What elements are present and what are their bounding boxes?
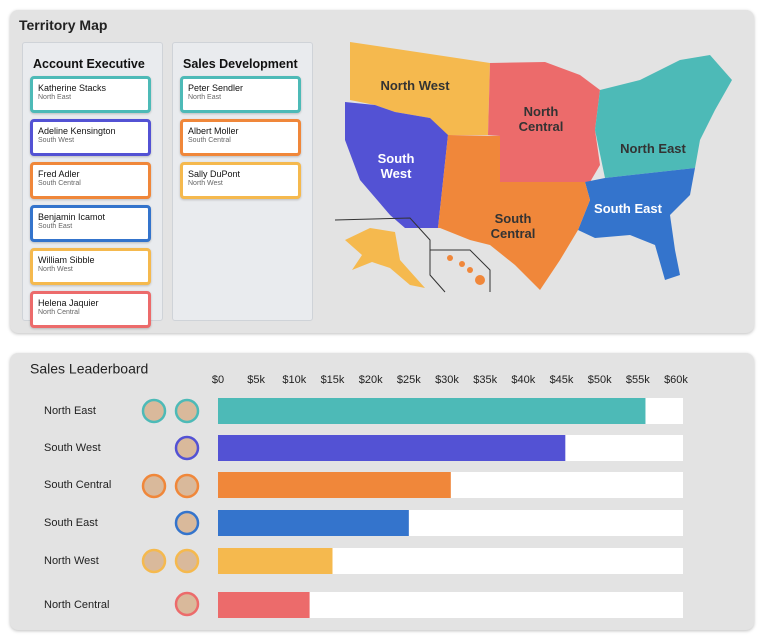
person-region: South East: [38, 223, 73, 230]
person-region: North East: [38, 94, 72, 101]
person-card[interactable]: Katherine Stacks North East: [30, 76, 151, 113]
card-list: Peter Sendler North East Albert Moller Sout…: [180, 76, 301, 205]
x-tick-label: $55k: [626, 374, 650, 386]
category-label: South West: [44, 442, 101, 454]
panel-title: Territory Map: [19, 17, 108, 33]
map-label: North West: [380, 78, 450, 93]
map-label: South East: [594, 201, 662, 216]
category-label: South Central: [44, 479, 111, 491]
person-card[interactable]: William Sibble North West: [30, 248, 151, 285]
alaska: [345, 228, 425, 288]
bar: [218, 510, 409, 536]
person-name: Fred Adler: [38, 169, 80, 179]
avatars: [141, 398, 200, 617]
person-region: South Central: [38, 180, 81, 187]
region: [595, 55, 732, 178]
x-tick-label: $0: [212, 374, 224, 386]
x-tick-label: $60k: [664, 374, 688, 386]
chart-title: Sales Leaderboard: [30, 361, 148, 377]
column-title: Account Executive: [33, 57, 145, 71]
person-region: South Central: [188, 137, 231, 144]
person-region: North West: [188, 180, 223, 187]
inset-line: [430, 249, 491, 292]
map-label: North Central: [518, 104, 564, 134]
person-name: Peter Sendler: [188, 83, 244, 93]
x-tick-label: $10k: [282, 374, 306, 386]
person-card[interactable]: Sally DuPont North West: [180, 162, 301, 199]
person-card[interactable]: Albert Moller South Central: [180, 119, 301, 156]
region: [350, 42, 490, 135]
x-tick-label: $25k: [397, 374, 421, 386]
person-name: William Sibble: [38, 255, 95, 265]
map-label: North East: [620, 141, 686, 156]
person-card[interactable]: Helena Jaquier North Central: [30, 291, 151, 328]
person-name: Adeline Kensington: [38, 126, 116, 136]
bar: [218, 548, 333, 574]
inset-line: [334, 217, 446, 293]
column-title: Sales Development: [183, 57, 298, 71]
us-map: [334, 42, 732, 293]
bar: [218, 472, 451, 498]
person-name: Sally DuPont: [188, 169, 241, 179]
x-tick-label: $15k: [321, 374, 345, 386]
card-list: Katherine Stacks North East Adeline Kensin…: [30, 76, 151, 334]
category-label: North Central: [44, 599, 109, 611]
column: Account Executive Katherine Stacks North …: [22, 42, 163, 328]
region: [345, 102, 448, 228]
region: [578, 168, 695, 280]
person-region: North East: [188, 94, 222, 101]
category-label: North West: [44, 555, 99, 567]
region: [438, 135, 590, 290]
bar: [218, 398, 646, 424]
x-tick-label: $40k: [511, 374, 535, 386]
person-name: Katherine Stacks: [38, 83, 107, 93]
person-card[interactable]: Peter Sendler North East: [180, 76, 301, 113]
x-tick-label: $35k: [473, 374, 497, 386]
person-region: North West: [38, 266, 73, 273]
person-name: Helena Jaquier: [38, 298, 99, 308]
bar: [218, 592, 310, 618]
person-name: Albert Moller: [188, 126, 239, 136]
person-region: North Central: [38, 309, 80, 316]
category-label: South East: [44, 517, 98, 529]
x-tick-label: $45k: [550, 374, 574, 386]
person-region: South West: [38, 137, 75, 144]
x-tick-label: $20k: [359, 374, 383, 386]
x-tick-label: $5k: [247, 374, 265, 386]
column: Sales Development Peter Sendler North Eas…: [172, 42, 313, 321]
x-tick-label: $50k: [588, 374, 612, 386]
region: [488, 62, 600, 182]
person-card[interactable]: Benjamin Icamot South East: [30, 205, 151, 242]
category-label: North East: [44, 405, 96, 417]
hawaii: [447, 255, 485, 285]
person-card[interactable]: Adeline Kensington South West: [30, 119, 151, 156]
x-tick-label: $30k: [435, 374, 459, 386]
person-card[interactable]: Fred Adler South Central: [30, 162, 151, 199]
map-label: South West: [377, 151, 415, 181]
person-name: Benjamin Icamot: [38, 212, 106, 222]
bar: [218, 435, 566, 461]
map-label: South Central: [490, 211, 536, 241]
